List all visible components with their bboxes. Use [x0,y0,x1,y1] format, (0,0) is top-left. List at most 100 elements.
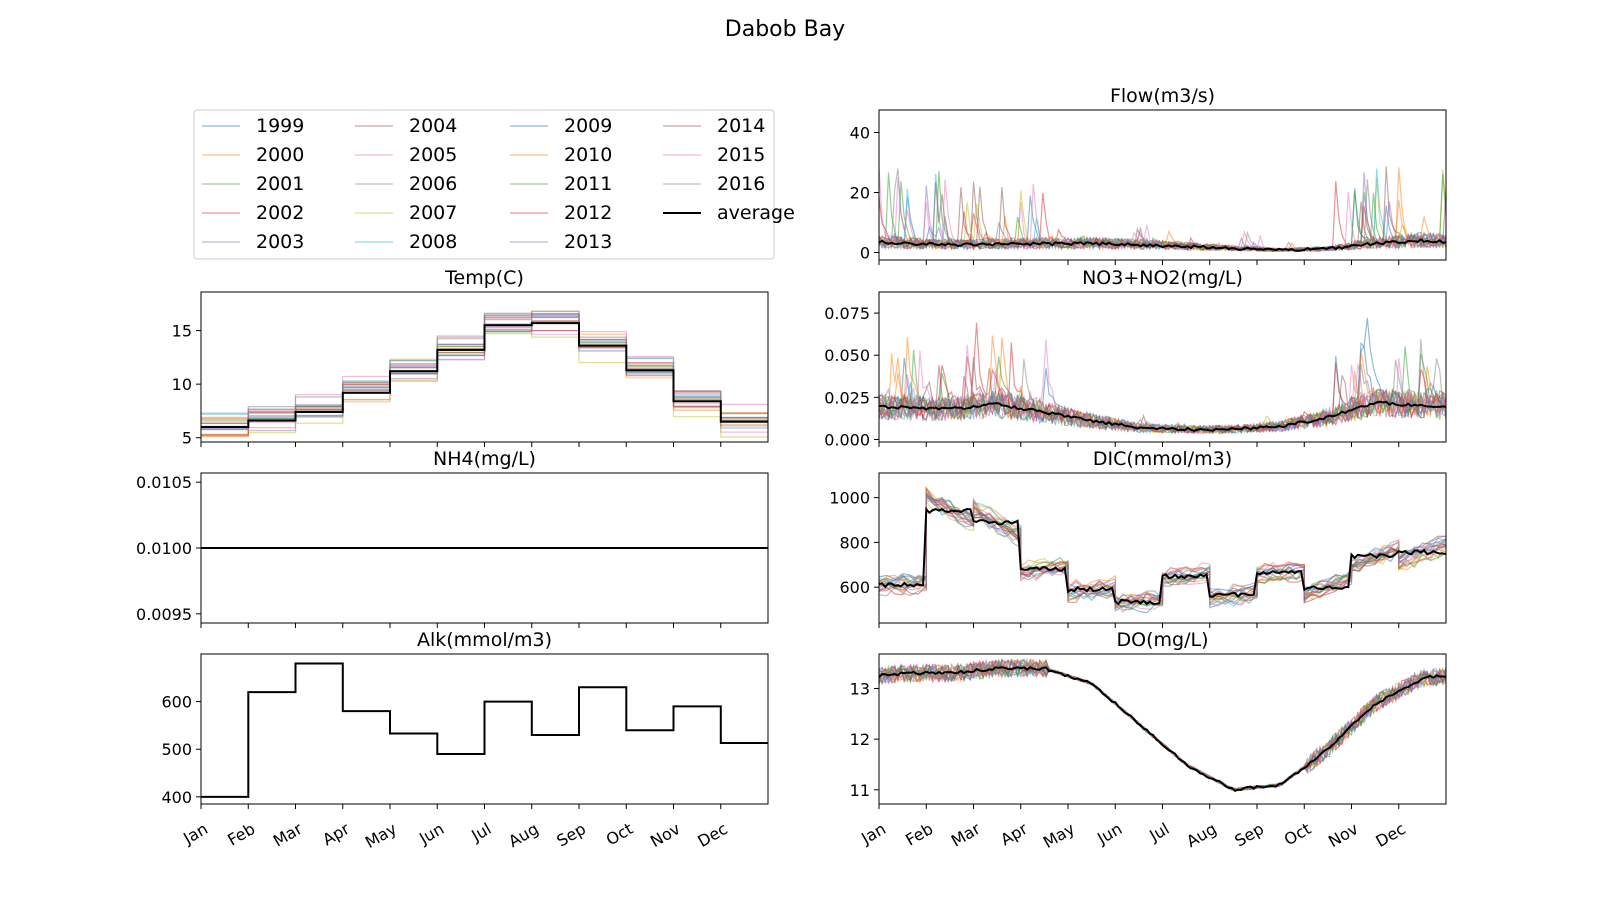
legend-item: 2005 [355,144,457,166]
legend-label: 2000 [256,144,304,166]
y-tick-label: 500 [161,740,192,759]
legend-label: 2016 [717,173,765,195]
legend-label: 2014 [717,115,765,137]
x-tick-label: Feb [902,819,936,850]
legend-label: 2011 [564,173,612,195]
subplot-title: NO3+NO2(mg/L) [1082,267,1243,289]
y-tick-label: 40 [850,124,870,143]
x-tick-label: May [1040,819,1078,852]
x-tick-label: Dec [694,819,730,851]
subplot-title: Flow(m3/s) [1110,85,1215,107]
y-tick-label: 10 [172,375,192,394]
legend-label: 2003 [256,231,304,253]
y-tick-label: 1000 [829,489,870,508]
average-line [201,322,768,428]
x-tick-label: Jul [1145,819,1172,846]
series-group [201,662,768,798]
panels: Temp(C) 5 10 15 NH4(mg/L) 0.0095 0.0100 0.0105 A… [136,85,1447,852]
legend-item: 2003 [202,231,304,253]
subplot-title: DO(mg/L) [1117,629,1209,651]
x-tick-label: Oct [1281,819,1314,849]
legend-item: 2015 [663,144,765,166]
subplot: Temp(C) 5 10 15 [172,267,769,448]
legend-label: 2004 [409,115,457,137]
y-tick-label: 12 [850,730,870,749]
y-tick-label: 13 [850,679,870,698]
y-tick-label: 0.025 [824,388,870,407]
y-tick-label: 800 [839,533,870,552]
y-tick-label: 600 [161,693,192,712]
series-group [878,657,1447,792]
subplot: NO3+NO2(mg/L) 0.000 0.025 0.050 0.075 [824,267,1447,449]
y-tick-label: 15 [172,322,192,341]
x-tick-label: Dec [1372,819,1408,851]
subplot-title: Temp(C) [444,267,524,289]
legend-item: 1999 [202,115,304,137]
y-tick-label: 0.075 [824,304,870,323]
legend-item: 2009 [510,115,612,137]
subplot: DIC(mmol/m3) 600 800 1000 [829,448,1447,628]
figure-title: Dabob Bay [725,17,845,42]
legend-item: average [663,202,795,224]
average-line [878,506,1447,606]
legend-label: 2001 [256,173,304,195]
legend-label: 2015 [717,144,765,166]
subplot-title: NH4(mg/L) [433,448,536,470]
subplot-title: DIC(mmol/m3) [1093,448,1232,470]
legend-label: 2010 [564,144,612,166]
legend-item: 2004 [355,115,457,137]
subplot: Alk(mmol/m3) 400 500 600 Jan Feb Mar Apr May Jun J… [161,629,769,852]
legend-label: 2008 [409,231,457,253]
legend-label: 2006 [409,173,457,195]
legend-label: 2007 [409,202,457,224]
legend-label: 2013 [564,231,612,253]
legend-item: 2010 [510,144,612,166]
y-tick-label: 600 [839,578,870,597]
average-line [878,666,1447,792]
y-tick-label: 5 [182,429,192,448]
average-line [201,662,768,798]
x-tick-label: Mar [948,819,984,851]
legend-item: 2013 [510,231,612,253]
legend-item: 2000 [202,144,304,166]
legend-item: 2014 [663,115,765,137]
year-line [878,492,1447,605]
legend-label: 2009 [564,115,612,137]
y-tick-label: 11 [850,781,870,800]
subplot: NH4(mg/L) 0.0095 0.0100 0.0105 [136,448,769,628]
x-tick-label: May [362,819,400,852]
series-group [201,310,768,438]
x-tick-label: Nov [1325,819,1362,851]
y-tick-label: 0.0100 [136,539,192,558]
y-tick-label: 0.050 [824,346,870,365]
legend-label: 2005 [409,144,457,166]
year-line [878,339,1447,435]
legend-item: 2001 [202,173,304,195]
legend-item: 2006 [355,173,457,195]
x-tick-label: Apr [319,819,353,850]
x-tick-label: Nov [647,819,684,851]
legend-item: 2011 [510,173,612,195]
series-group [878,166,1447,253]
y-tick-label: 400 [161,788,192,807]
legend-label: 2002 [256,202,304,224]
subplot: DO(mg/L) 11 12 13 Jan Feb Mar Apr May Jun Jul Aug Se… [850,629,1447,852]
x-tick-label: Feb [224,819,258,850]
y-tick-label: 0.0105 [136,473,192,492]
subplot: Flow(m3/s) 0 20 40 [850,85,1447,265]
y-tick-label: 20 [850,184,870,203]
average-line [878,400,1447,432]
legend-item: 2007 [355,202,457,224]
legend-item: 2002 [202,202,304,224]
legend-label: 1999 [256,115,304,137]
x-tick-label: Mar [270,819,306,851]
x-tick-label: Aug [505,819,542,851]
legend-items: 1999 2000 2001 2002 2003 2004 2005 2006 2007 2008… [202,115,795,253]
x-tick-label: Sep [553,819,589,851]
legend-label: average [717,202,795,224]
x-tick-label: Aug [1183,819,1220,851]
x-tick-label: Jul [467,819,494,846]
legend: 1999 2000 2001 2002 2003 2004 2005 2006 2007 2008… [193,109,795,260]
legend-frame [193,109,775,260]
x-tick-label: Jan [857,819,889,848]
